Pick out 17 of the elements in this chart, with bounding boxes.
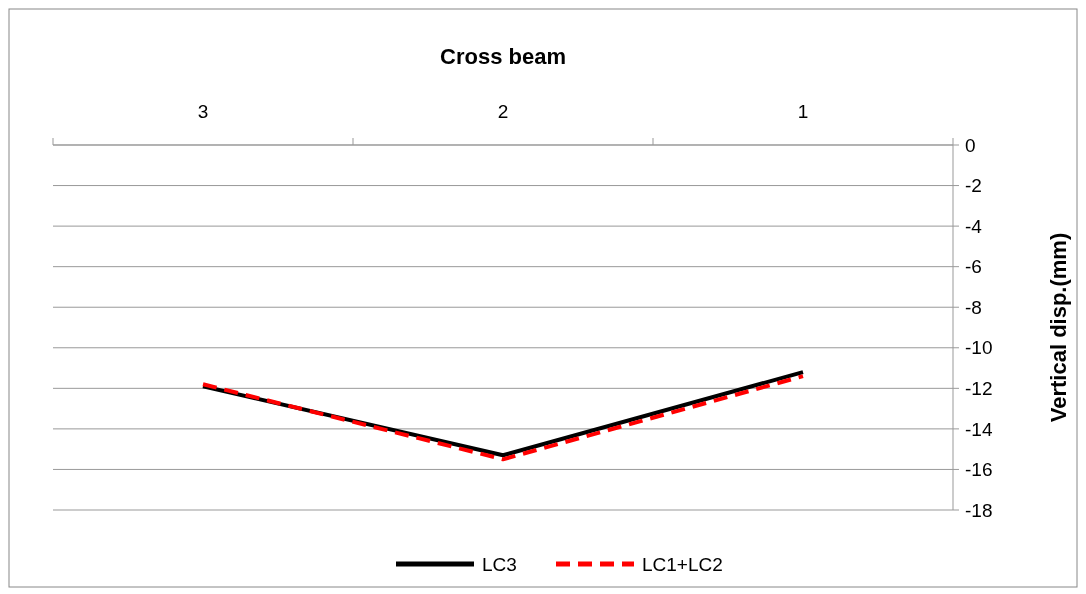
y-tick-label: -18 [965,499,993,521]
x-tick-label: 1 [797,101,809,122]
x-tick-label: 3 [197,101,209,122]
legend-label: LC1+LC2 [642,553,723,575]
y-tick-label: -10 [965,337,993,359]
y-tick-label: -14 [965,418,993,440]
y-tick-label: 0 [965,134,976,156]
y-tick-label: -6 [965,256,982,278]
y-tick-label: -12 [965,377,993,399]
legend-label: LC3 [482,553,517,575]
chart-title: Cross beam [440,44,566,69]
y-axis-title: Vertical disp.(mm) [1046,232,1071,423]
y-tick-label: -4 [965,215,983,237]
x-tick-label: 2 [497,101,509,122]
y-tick-label: -8 [965,296,982,318]
y-tick-label: -2 [965,175,982,197]
y-tick-label: -16 [965,459,993,481]
